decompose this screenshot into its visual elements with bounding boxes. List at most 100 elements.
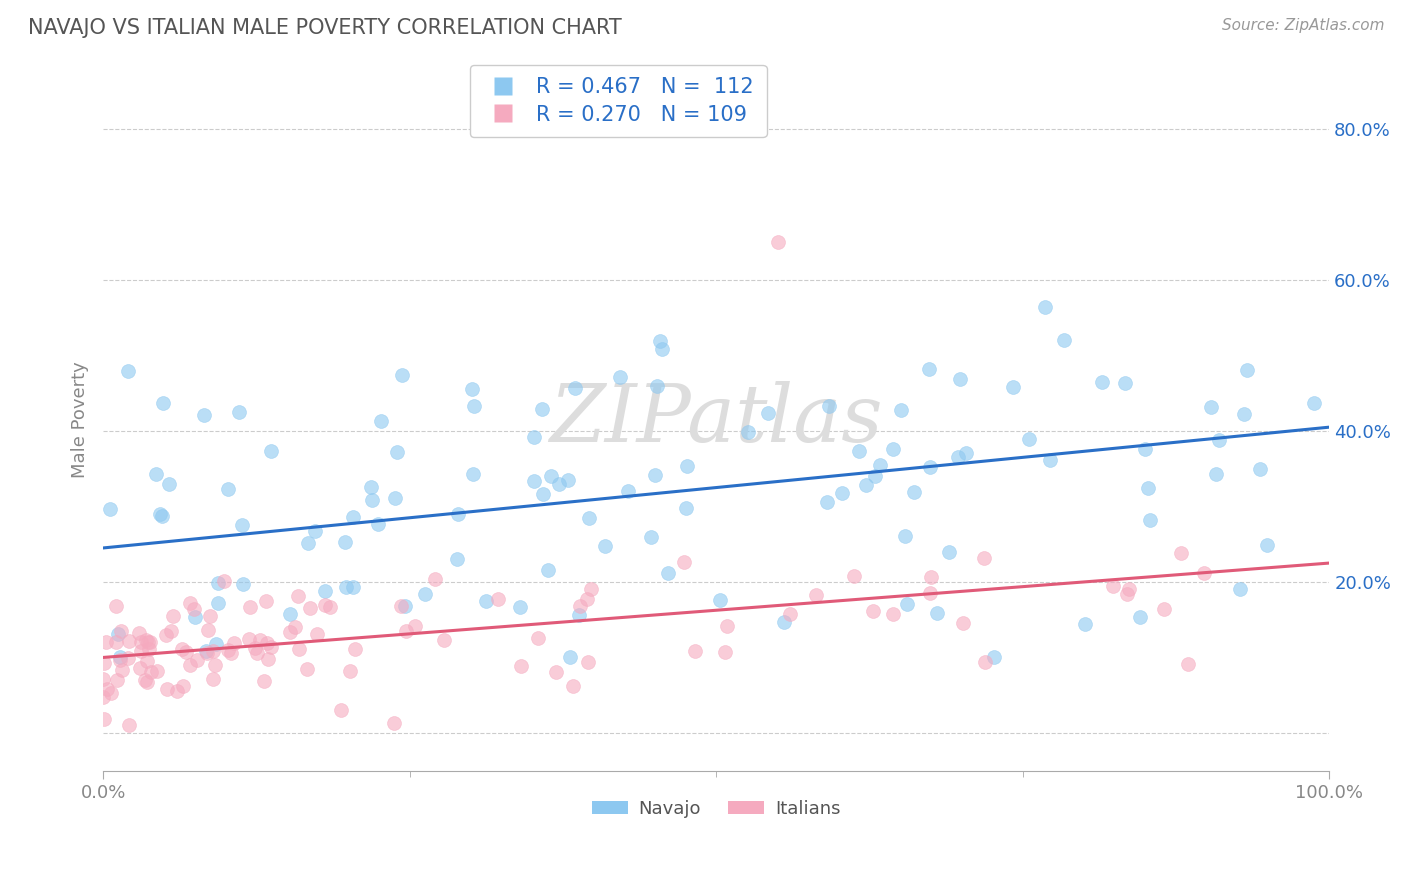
Point (110, 624, 132, 639)
Point (644, 468, 666, 483)
Point (672, 555, 695, 569)
Point (447, 507, 470, 521)
Point (1303, 395, 1326, 409)
Point (842, 569, 865, 583)
Point (159, 624, 181, 638)
Point (648, 334, 671, 348)
Point (295, 662, 318, 676)
Point (894, 529, 917, 543)
Point (93, 690, 115, 705)
Point (104, 599, 127, 613)
Point (136, 674, 159, 689)
Point (183, 601, 205, 615)
Point (952, 616, 974, 631)
Point (1129, 610, 1152, 624)
Point (98, 501, 121, 516)
Point (384, 491, 406, 505)
Point (855, 477, 877, 491)
Point (1192, 566, 1215, 581)
Point (617, 483, 640, 498)
Point (105, 673, 128, 688)
Point (139, 635, 162, 649)
Point (179, 658, 201, 673)
Point (283, 620, 305, 634)
Point (716, 619, 738, 633)
Point (1236, 363, 1258, 377)
Point (288, 641, 311, 656)
Point (217, 482, 239, 496)
Point (91, 672, 114, 686)
Point (920, 459, 942, 474)
Point (170, 641, 193, 656)
Point (463, 399, 485, 413)
Point (709, 592, 731, 607)
Point (108, 652, 131, 666)
Point (955, 446, 977, 460)
Point (831, 486, 853, 500)
Point (231, 518, 253, 533)
Point (104, 634, 127, 648)
Point (568, 608, 591, 623)
Point (342, 581, 364, 595)
Point (1205, 467, 1227, 482)
Point (920, 570, 942, 584)
Point (1053, 333, 1076, 347)
Y-axis label: Male Poverty: Male Poverty (72, 361, 89, 478)
Point (395, 624, 418, 638)
Point (207, 596, 229, 610)
Point (394, 599, 416, 613)
Point (330, 703, 353, 717)
Point (425, 572, 447, 586)
Point (578, 655, 600, 669)
Point (107, 627, 129, 641)
Point (150, 508, 173, 523)
Point (756, 406, 779, 420)
Point (609, 370, 631, 384)
Point (1102, 579, 1125, 593)
Point (714, 644, 737, 658)
Point (207, 576, 229, 591)
Point (918, 361, 941, 376)
Point (257, 652, 280, 666)
Point (297, 536, 319, 550)
Point (360, 480, 382, 494)
Point (1256, 538, 1278, 552)
Point (522, 475, 544, 489)
Point (195, 643, 218, 657)
Point (433, 633, 456, 648)
Point (848, 444, 870, 458)
Point (217, 642, 239, 657)
Point (128, 626, 150, 640)
Point (256, 635, 278, 649)
Point (162, 608, 184, 623)
Point (184, 609, 207, 624)
Point (523, 430, 546, 444)
Point (219, 646, 242, 660)
Point (645, 379, 668, 393)
Point (547, 476, 569, 491)
Point (657, 566, 679, 580)
Point (254, 594, 277, 608)
Point (186, 653, 208, 667)
Point (676, 458, 699, 473)
Point (1033, 300, 1056, 314)
Point (1073, 616, 1095, 631)
Point (896, 597, 918, 611)
Point (766, 235, 789, 249)
Point (228, 405, 250, 419)
Text: Source: ZipAtlas.com: Source: ZipAtlas.com (1222, 18, 1385, 33)
Point (367, 516, 389, 531)
Point (136, 635, 159, 649)
Point (475, 594, 498, 608)
Point (869, 458, 891, 472)
Text: NAVAJO VS ITALIAN MALE POVERTY CORRELATION CHART: NAVAJO VS ITALIAN MALE POVERTY CORRELATI… (28, 18, 621, 37)
Point (1091, 375, 1114, 389)
Point (983, 650, 1005, 665)
Point (193, 409, 215, 423)
Point (212, 574, 235, 589)
Point (360, 493, 382, 508)
Point (562, 679, 585, 693)
Point (202, 644, 225, 658)
Point (815, 494, 838, 508)
Point (100, 686, 122, 700)
